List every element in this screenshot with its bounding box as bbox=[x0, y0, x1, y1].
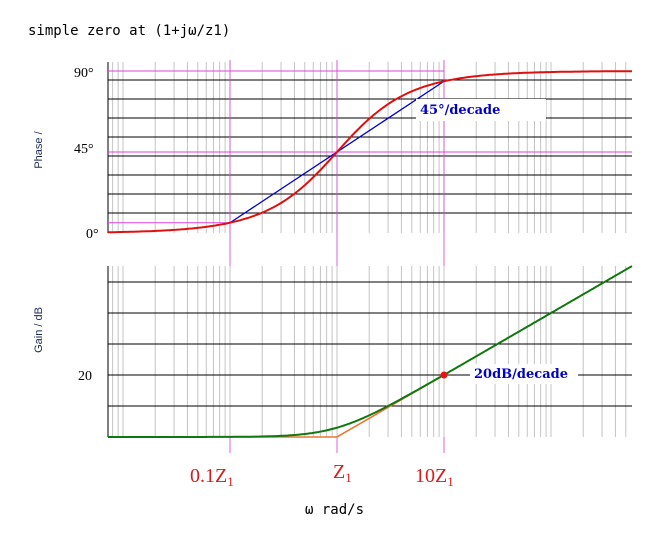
gain-point-0 bbox=[440, 371, 448, 379]
phase-exact-curve bbox=[107, 70, 632, 234]
gain-slope-annotation: 20dB/decade bbox=[474, 367, 568, 382]
ytick-45: 45° bbox=[74, 142, 94, 157]
phase-axis-label: Phase / bbox=[33, 130, 45, 168]
phase-plot: Phase / 90° 45° 0° 45°/decade bbox=[33, 60, 632, 453]
phase-annotation-bg bbox=[416, 99, 546, 121]
gain-curves bbox=[108, 265, 633, 438]
gain-grid bbox=[107, 266, 632, 437]
gain-exact-curve bbox=[108, 265, 633, 438]
gain-annotation-bg bbox=[470, 364, 578, 384]
gain-plot: Gain / dB 20 20dB/decade bbox=[33, 265, 633, 438]
phase-slope-annotation: 45°/decade bbox=[420, 103, 500, 118]
x-axis-label: ω rad/s bbox=[305, 502, 364, 518]
phase-curves bbox=[107, 70, 632, 234]
x-markers: 0.1Z1 Z1 10Z1 bbox=[190, 461, 454, 489]
ytick-90: 90° bbox=[74, 66, 94, 81]
xmarker-z1: Z1 bbox=[333, 461, 352, 485]
xmarker-0p1z1: 0.1Z1 bbox=[190, 465, 234, 489]
xmarker-10z1: 10Z1 bbox=[415, 465, 454, 489]
phase-grid bbox=[107, 62, 632, 233]
ytick-0: 0° bbox=[86, 227, 99, 242]
chart-title: simple zero at (1+jω/z1) bbox=[28, 23, 230, 39]
ytick-20: 20 bbox=[78, 369, 92, 384]
gain-axis-label: Gain / dB bbox=[33, 307, 45, 353]
